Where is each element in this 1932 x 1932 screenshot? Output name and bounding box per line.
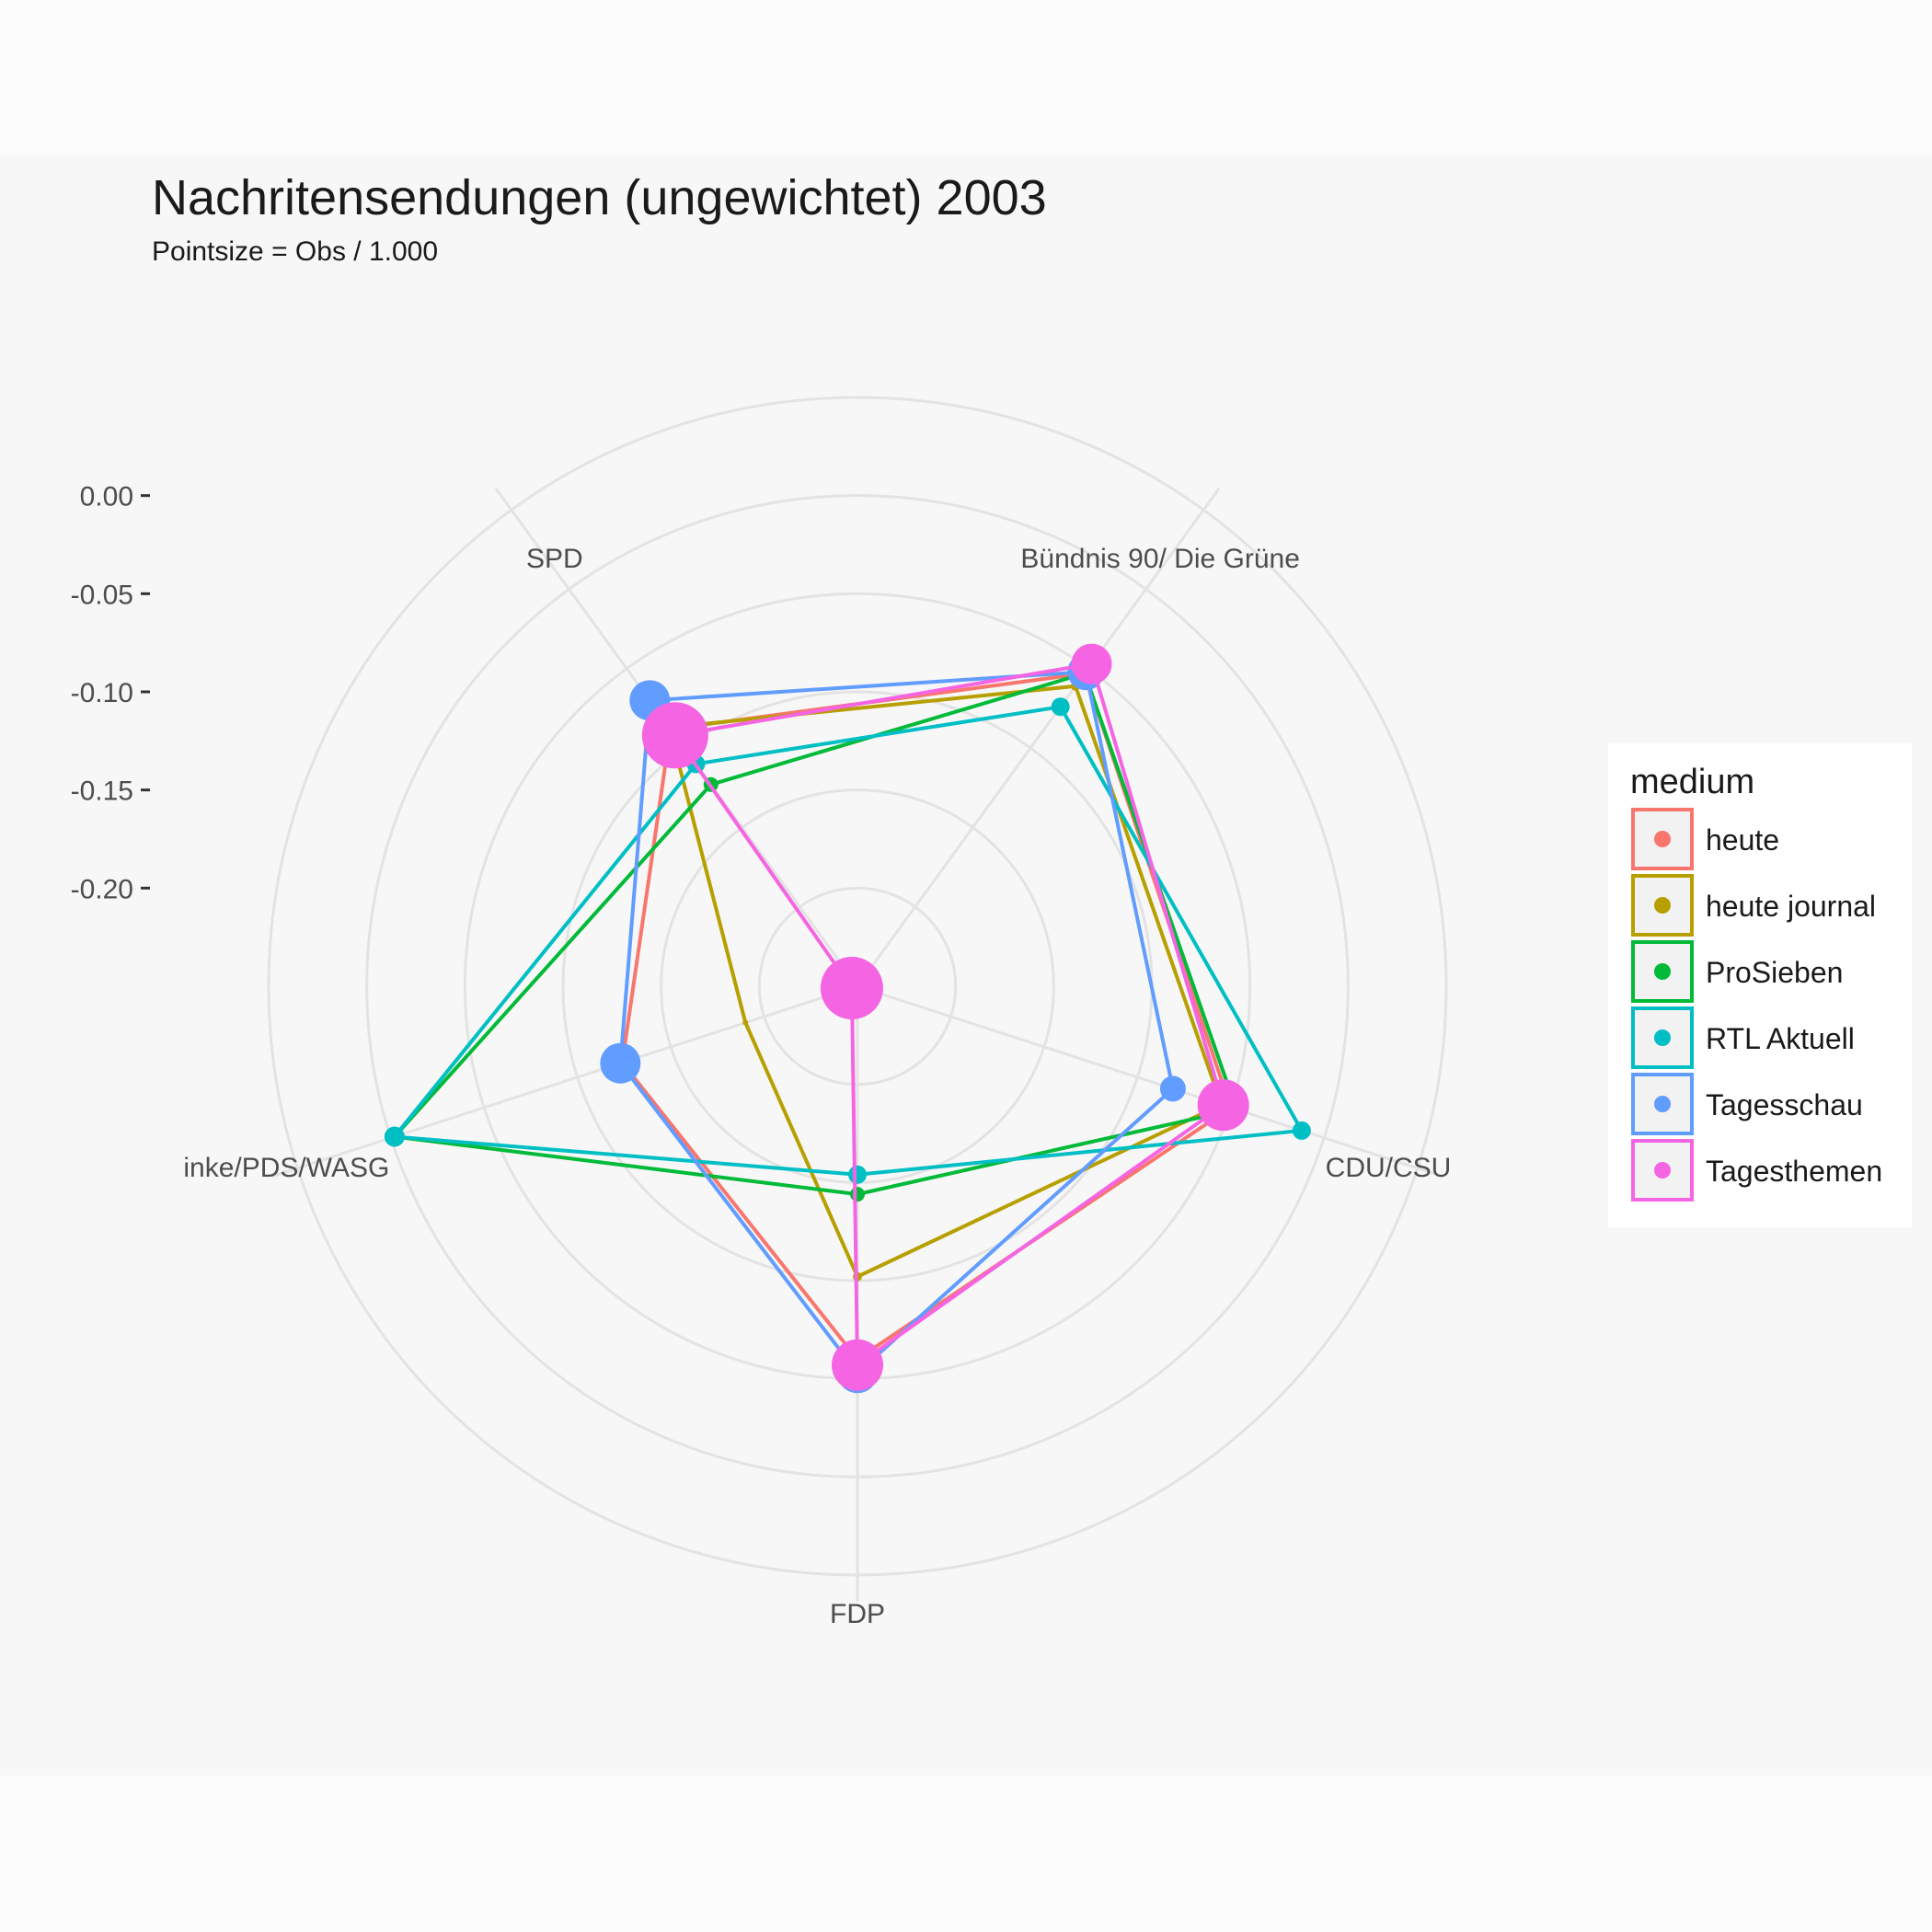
legend-key-dot <box>1654 897 1671 914</box>
chart-subtitle: Pointsize = Obs / 1.000 <box>152 236 438 267</box>
legend-label: heute <box>1706 823 1779 857</box>
legend-key-dot <box>1654 1096 1671 1112</box>
axis-label-cdu-csu: CDU/CSU <box>1326 1153 1452 1183</box>
data-series <box>384 643 1311 1394</box>
series-line-rtl-aktuell <box>390 705 1305 1177</box>
axis-label-inke-pds-wasg: inke/PDS/WASG <box>183 1153 389 1183</box>
data-point <box>848 1165 867 1184</box>
series-line-prosieben <box>390 671 1239 1197</box>
legend-label: ProSieben <box>1706 956 1843 989</box>
tick-label: -0.10 <box>71 678 133 708</box>
grid-spoke <box>857 984 1443 1179</box>
legend-key-dot <box>1654 1029 1671 1046</box>
data-point <box>1071 643 1112 684</box>
data-point <box>1197 1079 1249 1132</box>
data-point <box>742 1019 749 1026</box>
axis-label-spd: SPD <box>526 544 583 574</box>
series-line-heute <box>620 671 1234 1363</box>
legend-key <box>1631 874 1694 937</box>
data-point <box>1051 697 1070 717</box>
legend-key-dot <box>1654 831 1671 847</box>
data-point <box>1159 1075 1186 1102</box>
data-point <box>384 1126 405 1147</box>
legend-label: Tagesschau <box>1706 1088 1863 1121</box>
data-point <box>600 1042 641 1084</box>
series-rtl-aktuell <box>384 697 1311 1184</box>
axis-label-fdp: FDP <box>830 1599 885 1629</box>
radar-grid <box>267 396 1448 1602</box>
data-point <box>641 702 708 769</box>
legend-key <box>1631 1139 1694 1202</box>
legend: medium heute heute journal ProSieben RTL Akt… <box>1608 743 1912 1227</box>
grid-spoke <box>856 488 1221 987</box>
radial-axis-ticks: 0.00 -0.05 -0.10 -0.15 -0.20 <box>71 482 150 904</box>
data-point <box>832 1339 883 1391</box>
legend-item-tagesschau: Tagesschau <box>1631 1073 1863 1135</box>
data-point <box>1292 1121 1311 1140</box>
legend-label: heute journal <box>1706 890 1876 923</box>
series-heute <box>616 667 1236 1367</box>
legend-item-rtl-aktuell: RTL Aktuell <box>1631 1006 1855 1069</box>
series-line-tagesthemen <box>672 661 1225 1369</box>
tick-label: -0.20 <box>71 874 133 904</box>
chart-title: Nachritensendungen (ungewichtet) 2003 <box>152 170 1047 225</box>
axis-label-b-ndnis-90-die-gr-ne: Bündnis 90/ Die Grüne <box>1020 544 1300 574</box>
tick-label: 0.00 <box>80 482 133 512</box>
legend-item-tagesthemen: Tagesthemen <box>1631 1139 1882 1202</box>
legend-item-heute: heute <box>1631 808 1779 870</box>
legend-label: RTL Aktuell <box>1706 1022 1855 1055</box>
grid-spoke <box>271 984 858 1179</box>
tick-label: -0.05 <box>71 580 133 610</box>
legend-key-dot <box>1654 963 1671 980</box>
legend-item-heute-journal: heute journal <box>1631 874 1876 937</box>
series-line-heute-journal <box>667 684 1225 1280</box>
legend-title: medium <box>1630 763 1754 801</box>
data-point <box>850 1187 865 1202</box>
legend-label: Tagesthemen <box>1706 1155 1882 1188</box>
legend-item-prosieben: ProSieben <box>1631 940 1843 1003</box>
data-point <box>820 956 883 1019</box>
category-axis-labels: SPD Bündnis 90/ Die Grüne CDU/CSU FDP inke/P… <box>183 544 1451 1629</box>
series-tagesthemen <box>641 643 1249 1391</box>
legend-key-dot <box>1654 1162 1671 1179</box>
tick-label: -0.15 <box>71 776 133 807</box>
